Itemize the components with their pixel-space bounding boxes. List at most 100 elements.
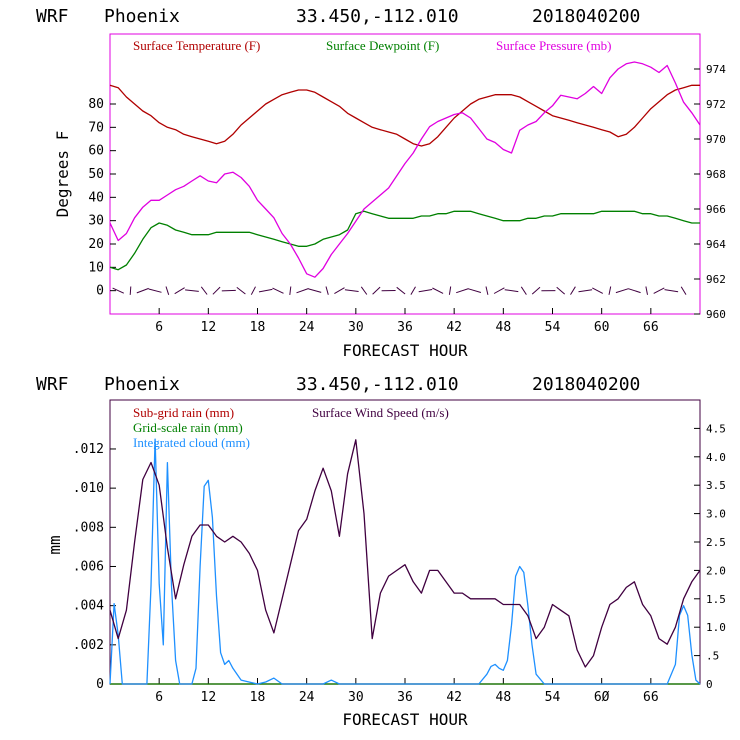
y-tick-label: .010 bbox=[73, 481, 104, 496]
y-tick-label: 70 bbox=[88, 120, 104, 135]
bottom-coords: 33.450,-112.010 bbox=[296, 374, 459, 395]
y2-tick-label: 964 bbox=[706, 238, 726, 251]
wind-barb bbox=[200, 286, 208, 295]
top-x-axis-label: FORECAST HOUR bbox=[342, 341, 468, 360]
temperature-panel: 6 12 18 24 30 36 42 48 54 60 66 01020304050607080 … bbox=[53, 33, 726, 360]
y2-tick-label: 974 bbox=[706, 63, 726, 76]
wind-barb bbox=[212, 286, 221, 295]
legend-surface-dewpoint: Surface Dewpoint (F) bbox=[326, 38, 439, 53]
wind-barb bbox=[608, 286, 612, 295]
x-tick-label: 18 bbox=[250, 690, 266, 705]
y-tick-label: .002 bbox=[73, 638, 104, 653]
wind-barb bbox=[129, 286, 132, 295]
series-line-dew bbox=[109, 210, 700, 271]
x-tick-label: 12 bbox=[201, 320, 217, 335]
y2-tick-label: 2.0 bbox=[706, 564, 726, 577]
bottom-y-ticks: 0 .002 .004 .006 .008 .010 .012 bbox=[73, 442, 116, 692]
x-tick-label: 36 bbox=[397, 320, 413, 335]
wind-barb bbox=[272, 287, 284, 294]
y-tick-label: .004 bbox=[73, 599, 104, 614]
bottom-x-ticks: 6 12 18 24 30 36 42 48 54 6Ø 66 bbox=[155, 678, 659, 705]
top-model: WRF bbox=[36, 6, 69, 27]
wind-barb bbox=[485, 286, 489, 295]
wind-barb bbox=[112, 287, 125, 294]
y2-tick-label: 966 bbox=[706, 203, 726, 216]
x-tick-label: 6 bbox=[155, 690, 163, 705]
y2-tick-label: 1.0 bbox=[706, 621, 726, 634]
x-tick-label: 18 bbox=[250, 320, 266, 335]
wind-barb bbox=[615, 288, 629, 294]
top-y-axis-label: Degrees F bbox=[53, 131, 72, 218]
x-tick-label: 60 bbox=[594, 320, 610, 335]
wind-barb bbox=[221, 289, 236, 292]
series-line-temp bbox=[109, 84, 700, 147]
bottom-model: WRF bbox=[36, 374, 69, 395]
y-tick-label: 40 bbox=[88, 190, 104, 205]
x-tick-label: 24 bbox=[299, 690, 315, 705]
wind-barb bbox=[418, 289, 433, 293]
wind-barb bbox=[289, 286, 292, 295]
wind-barb bbox=[148, 288, 162, 293]
top-y-ticks: 0 10 20 30 40 50 60 70 80 bbox=[88, 97, 116, 299]
precip-wind-panel: 6 12 18 24 30 36 42 48 54 6Ø 66 0 .002 .004 .006 .008.… bbox=[45, 399, 726, 729]
wind-barb bbox=[520, 286, 527, 295]
wind-barb bbox=[504, 289, 519, 293]
wind-barb bbox=[468, 288, 482, 293]
wind-barb bbox=[250, 286, 256, 295]
top-header: WRF Phoenix 33.450,-112.010 2018040200 bbox=[36, 6, 640, 27]
y2-tick-label: 3.5 bbox=[706, 479, 726, 492]
x-tick-label: 48 bbox=[496, 690, 512, 705]
bottom-y2-ticks: 0 .5 1.0 1.5 2.0 2.5 3.0 3.5 4.0 4.5 bbox=[694, 422, 726, 691]
y2-tick-label: 968 bbox=[706, 168, 726, 181]
wind-barb bbox=[396, 286, 406, 295]
x-tick-label: 54 bbox=[545, 690, 561, 705]
y-tick-label: .006 bbox=[73, 559, 104, 574]
y-tick-label: 0 bbox=[96, 677, 104, 692]
wind-barb bbox=[136, 287, 149, 294]
y2-tick-label: 4.5 bbox=[706, 422, 726, 435]
wind-barb bbox=[493, 287, 505, 294]
top-series bbox=[109, 61, 701, 278]
x-tick-label: 30 bbox=[348, 690, 364, 705]
y-tick-label: 20 bbox=[88, 237, 104, 252]
y2-tick-label: 3.0 bbox=[706, 508, 726, 521]
y-tick-label: 10 bbox=[88, 260, 104, 275]
legend-integrated-cloud: Integrated cloud (mm) bbox=[133, 435, 250, 450]
wind-barbs bbox=[112, 286, 687, 295]
wind-barb bbox=[653, 287, 665, 294]
series-line-wind bbox=[109, 439, 701, 668]
y-tick-label: 80 bbox=[88, 97, 104, 112]
wind-barb bbox=[296, 288, 309, 294]
wind-barb bbox=[592, 287, 604, 294]
wind-barb bbox=[325, 286, 329, 295]
x-tick-label: 66 bbox=[643, 690, 659, 705]
y2-tick-label: 972 bbox=[706, 98, 726, 111]
bottom-y-axis-label: mm bbox=[45, 535, 64, 554]
wind-barb bbox=[578, 289, 593, 293]
top-y2-ticks: 960 962 964 966 968 970 972 974 bbox=[694, 63, 726, 321]
wind-barb bbox=[628, 288, 641, 294]
wind-barb bbox=[236, 287, 246, 295]
wind-barb bbox=[456, 288, 469, 294]
x-tick-label: 42 bbox=[446, 690, 462, 705]
wind-barb bbox=[185, 289, 199, 292]
y-tick-label: 60 bbox=[88, 144, 104, 159]
top-x-ticks: 6 12 18 24 30 36 42 48 54 60 66 bbox=[155, 308, 659, 335]
x-tick-label: 66 bbox=[643, 320, 659, 335]
wind-barb bbox=[174, 287, 185, 295]
x-tick-label: 36 bbox=[397, 690, 413, 705]
bottom-init-time: 2018040200 bbox=[532, 374, 640, 395]
y-tick-label: .008 bbox=[73, 520, 104, 535]
legend-surface-temperature: Surface Temperature (F) bbox=[133, 38, 260, 53]
y2-tick-label: 1.5 bbox=[706, 593, 726, 606]
x-tick-label: 54 bbox=[545, 320, 561, 335]
wind-barb bbox=[165, 286, 170, 295]
x-tick-label: 12 bbox=[201, 690, 217, 705]
wind-barb bbox=[344, 289, 359, 292]
bottom-series bbox=[109, 438, 701, 685]
y2-tick-label: 970 bbox=[706, 133, 726, 146]
bottom-location: Phoenix bbox=[104, 374, 180, 395]
wind-barb bbox=[448, 286, 452, 295]
wind-barb bbox=[360, 286, 368, 295]
wind-barb bbox=[308, 288, 322, 293]
